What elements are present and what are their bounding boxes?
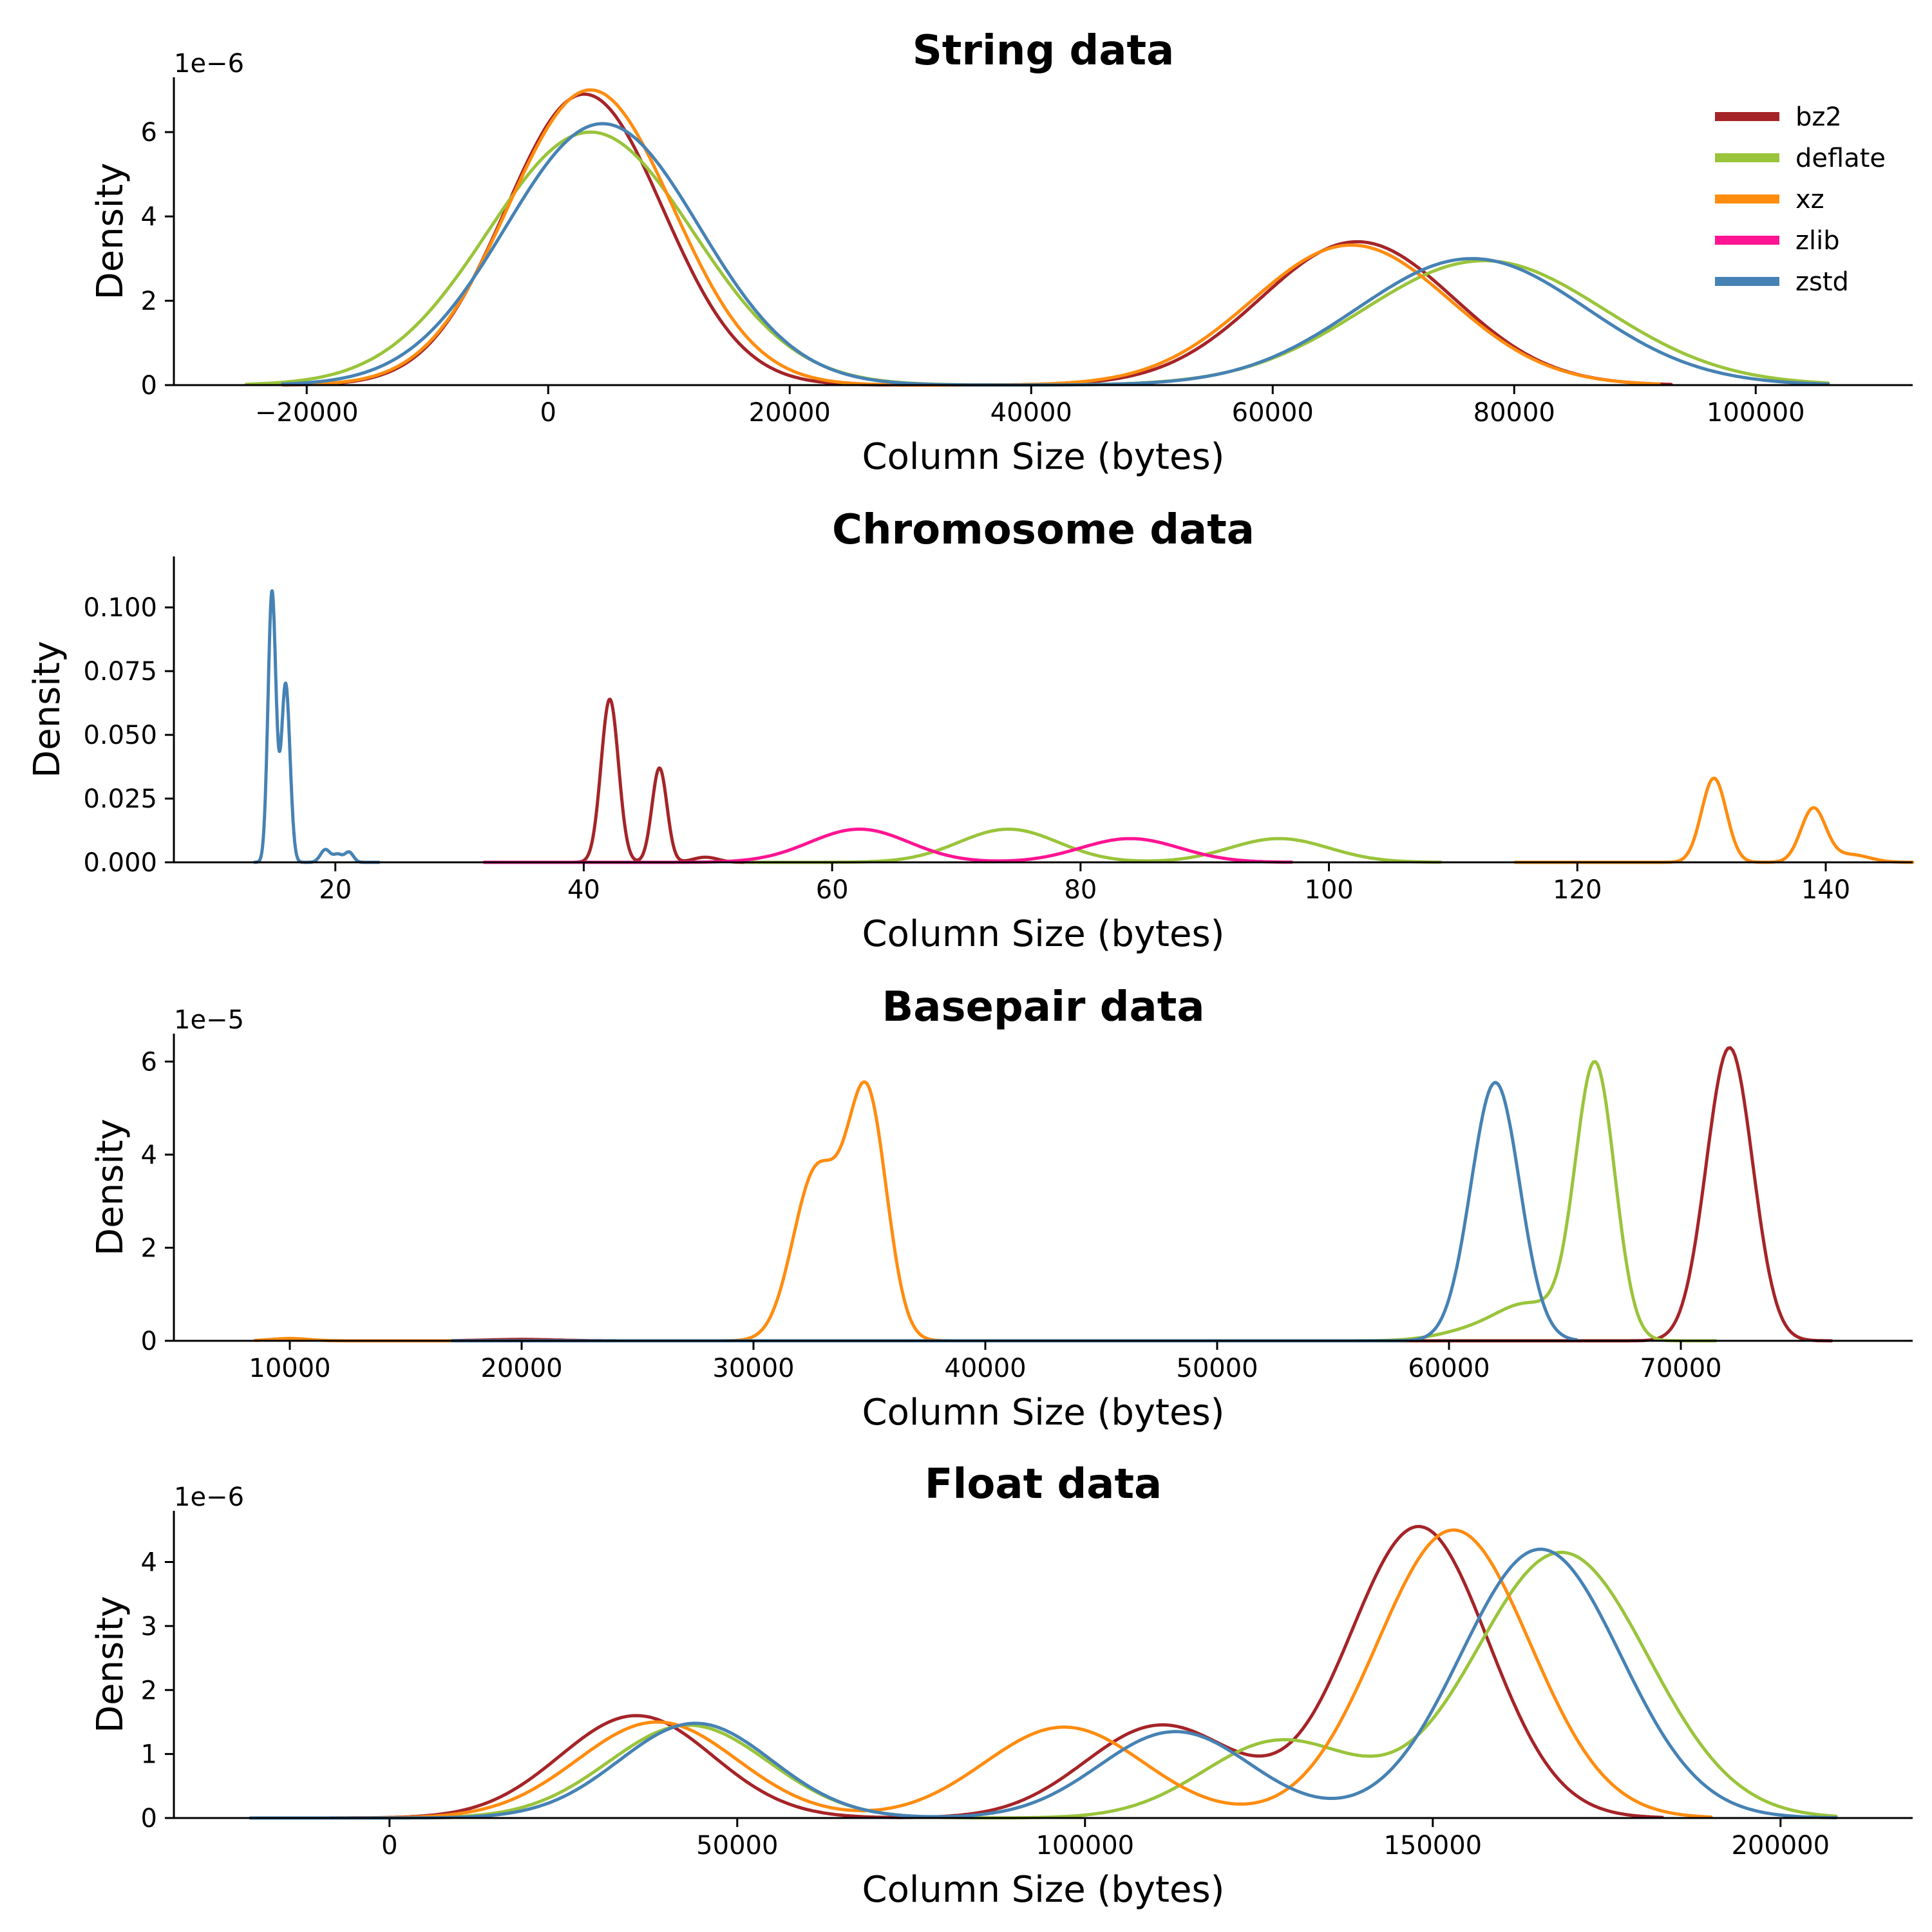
y-tick-label: 0 [141, 1327, 157, 1356]
series-line-bz2 [281, 92, 1673, 387]
series-group [249, 1524, 1838, 1820]
y-tick-label: 0.075 [83, 657, 157, 687]
series-line-xz [281, 88, 1661, 387]
x-tick-label: 0 [540, 398, 556, 428]
y-tick-label: 6 [141, 1047, 157, 1077]
x-tick-label: 30000 [712, 1354, 794, 1383]
x-tick-label: 80 [1064, 875, 1097, 905]
x-tick-label: −20000 [255, 398, 359, 428]
x-tick-label: 70000 [1640, 1354, 1721, 1383]
y-tick-label: 0.100 [83, 593, 157, 623]
series-line-deflate [450, 1060, 1718, 1343]
x-tick-label: 20000 [480, 1354, 562, 1383]
y-exponent-label: 1e−5 [174, 1005, 244, 1035]
y-tick-label: 4 [141, 1548, 157, 1578]
x-tick-label: 120 [1553, 875, 1602, 905]
x-tick-label: 10000 [249, 1354, 330, 1383]
y-tick-label: 6 [141, 118, 157, 147]
x-tick-label: 60000 [1408, 1354, 1490, 1383]
y-axis-label: Density [90, 163, 131, 300]
x-tick-label: 50000 [1176, 1354, 1258, 1383]
x-tick-label: 0 [381, 1831, 397, 1861]
x-tick-label: 100000 [1036, 1831, 1134, 1861]
y-tick-label: 4 [141, 202, 157, 232]
y-tick-label: 0.025 [83, 784, 157, 814]
legend-label-bz2: bz2 [1795, 102, 1842, 132]
series-line-zstd [252, 589, 381, 864]
chart-panel-2: Basepair data 1e−5 10000 20000 30000 40000 500… [90, 983, 1913, 1434]
y-tick-label: 2 [141, 1676, 157, 1705]
legend-label-zlib: zlib [1795, 226, 1840, 256]
x-tick-label: 20000 [749, 398, 831, 428]
y-axis-label: Density [90, 1596, 131, 1733]
series-line-zstd [281, 122, 1830, 387]
series-line-zstd [249, 1548, 1838, 1820]
series-line-bz2 [450, 1046, 1833, 1343]
x-tick-label: 60 [816, 875, 849, 905]
series-line-xz [249, 1528, 1713, 1820]
y-exponent-label: 1e−6 [174, 1482, 244, 1512]
series-line-xz [1513, 776, 1915, 864]
x-axis-label: Column Size (bytes) [862, 1869, 1225, 1911]
y-tick-label: 0.050 [83, 721, 157, 750]
y-tick-label: 2 [141, 287, 157, 316]
x-tick-label: 50000 [696, 1831, 778, 1861]
y-tick-label: 4 [141, 1141, 157, 1170]
chart-title: Chromosome data [832, 506, 1255, 554]
y-tick-label: 3 [141, 1612, 157, 1642]
y-tick-label: 0 [141, 371, 157, 401]
x-axis-label: Column Size (bytes) [862, 913, 1225, 955]
x-tick-label: 40000 [944, 1354, 1026, 1383]
x-tick-label: 60000 [1232, 398, 1314, 428]
legend-label-deflate: deflate [1795, 144, 1886, 173]
series-line-xz [253, 1080, 987, 1343]
x-tick-label: 40 [567, 875, 600, 905]
series-group [245, 88, 1830, 387]
x-tick-label: 20 [319, 875, 352, 905]
x-tick-label: 140 [1801, 875, 1850, 905]
chart-panel-3: Float data 1e−6 0 50000 100000 150000 200000 0 1… [90, 1461, 1913, 1911]
chart-panel-0: String data 1e−6 −20000 0 20000 40000 60000 800… [90, 27, 1913, 478]
legend-label-xz: xz [1795, 185, 1824, 214]
series-group [252, 589, 1915, 864]
legend-label-zstd: zstd [1795, 267, 1849, 297]
series-line-bz2 [482, 697, 834, 864]
chart-panel-1: Chromosome data 20 40 60 80 100 120 140 0.000 0.0… [26, 506, 1915, 955]
x-axis-label: Column Size (bytes) [862, 1392, 1225, 1434]
x-tick-label: 200000 [1731, 1831, 1830, 1861]
x-tick-label: 100000 [1707, 398, 1805, 428]
x-tick-label: 80000 [1473, 398, 1555, 428]
y-tick-label: 0.000 [83, 848, 157, 878]
y-axis-label: Density [26, 641, 68, 778]
y-axis-label: Density [90, 1119, 131, 1256]
y-tick-label: 2 [141, 1233, 157, 1263]
series-line-zstd [450, 1081, 1578, 1343]
x-tick-label: 40000 [990, 398, 1072, 428]
y-exponent-label: 1e−6 [174, 49, 244, 79]
series-line-zlib [482, 828, 1294, 864]
series-line-deflate [249, 1551, 1838, 1820]
x-tick-label: 150000 [1383, 1831, 1482, 1861]
y-tick-label: 1 [141, 1740, 157, 1770]
chart-title: Basepair data [882, 983, 1204, 1031]
chart-title: String data [913, 27, 1175, 75]
chart-title: Float data [925, 1461, 1162, 1508]
legend: bz2 deflate xz zlib zstd [1715, 102, 1886, 297]
x-tick-label: 100 [1304, 875, 1353, 905]
x-axis-label: Column Size (bytes) [862, 436, 1225, 478]
y-tick-label: 0 [141, 1804, 157, 1833]
series-group [253, 1046, 1833, 1343]
